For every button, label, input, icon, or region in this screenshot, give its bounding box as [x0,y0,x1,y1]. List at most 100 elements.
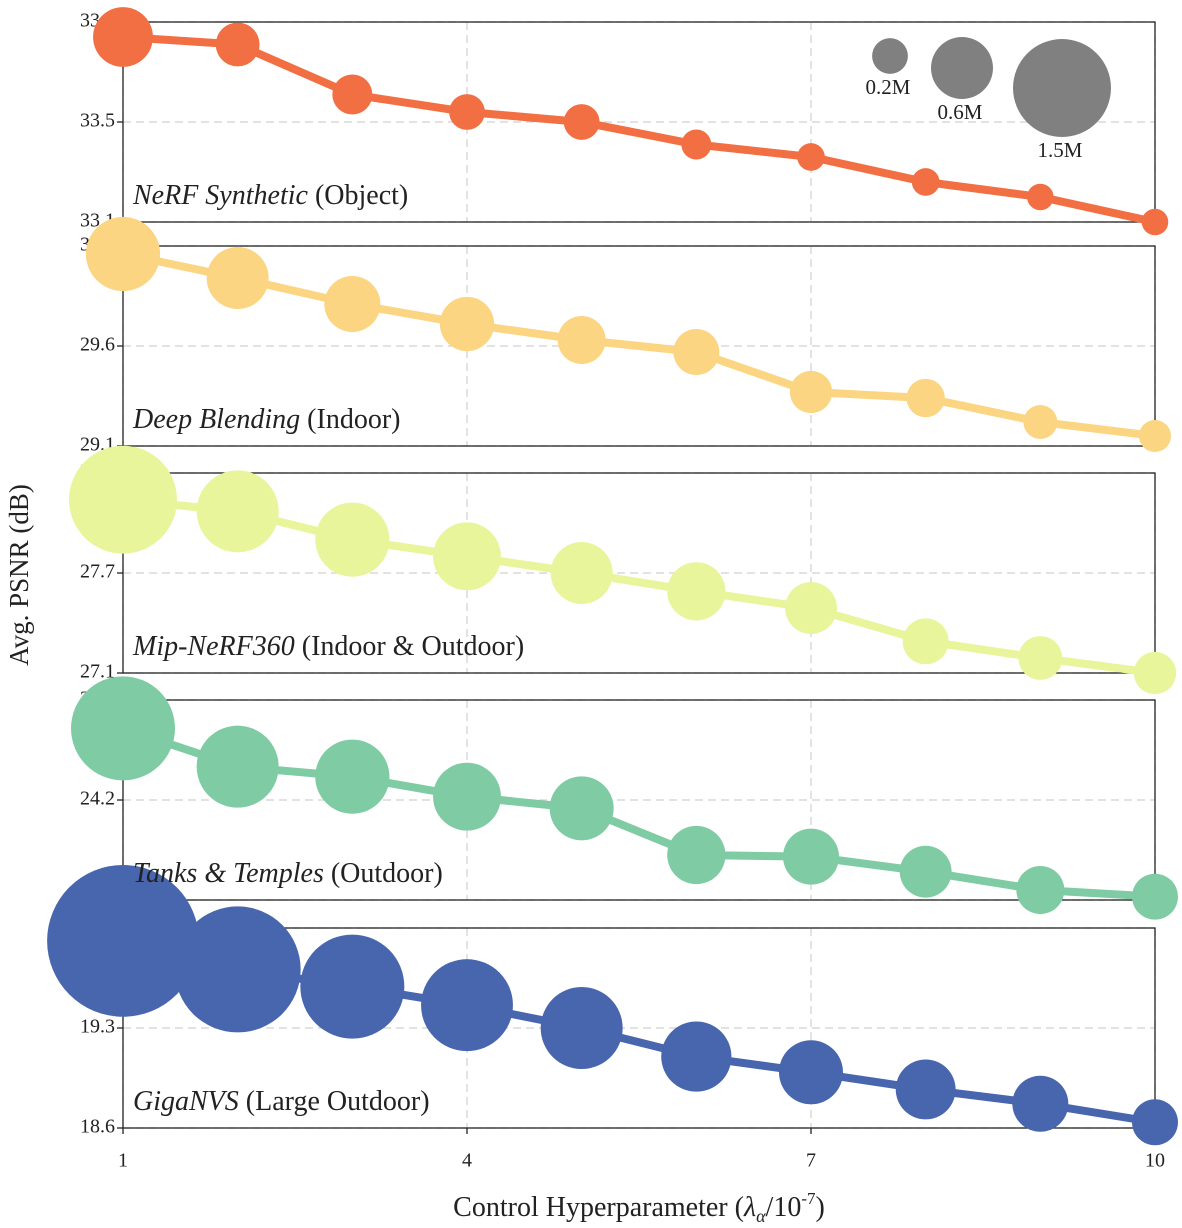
panel-title: GigaNVS (Large Outdoor) [133,1086,430,1117]
bubble [1023,405,1058,439]
bubble [550,542,613,604]
size-legend-label: 1.5M [1038,138,1083,162]
dataset-name: Deep Blending [132,404,300,435]
bubble [324,276,381,332]
size-legend-label: 0.2M [866,75,911,99]
bubble [196,470,279,553]
scene-type: (Large Outdoor) [246,1086,430,1117]
panel-title: NeRF Synthetic (Object) [132,180,408,211]
y-tick-label: 24.2 [80,788,115,810]
bubble [661,1021,732,1092]
bubble [1133,651,1177,695]
scene-type: (Indoor) [307,404,400,435]
bubble [433,522,501,591]
bubble [315,502,390,577]
bubble [69,445,177,554]
bubble [783,828,839,885]
dataset-name: GigaNVS [133,1086,239,1117]
bubble [911,168,940,196]
bubble [1018,636,1063,680]
bubble [206,247,269,309]
bubble [549,776,614,841]
x-label-part: -7 [801,1189,816,1208]
size-legend-label: 0.6M [938,100,983,124]
dataset-name: NeRF Synthetic [132,180,309,211]
bubble [681,129,712,160]
x-tick-label: 4 [462,1150,472,1172]
bubble [1016,866,1065,914]
bubble [449,94,485,130]
bubble [439,296,495,352]
x-label-part: ) [816,1192,825,1223]
x-tick-label: 7 [806,1150,816,1172]
bubble [1132,1099,1178,1146]
y-tick-label: 27.1 [80,661,115,683]
bubble [71,676,175,781]
bubble [1141,208,1169,236]
series-line [122,33,1156,226]
bubble [93,7,153,67]
bubble [433,762,501,831]
series-line [121,724,1156,901]
x-tick-label: 10 [1145,1150,1165,1172]
bubble [895,1059,956,1120]
panel: 18.619.320.014710 [47,864,1178,1172]
series-line [122,250,1156,440]
dataset-name: Mip-NeRF360 [132,631,295,662]
bubble [667,825,726,885]
panel-title: Mip-NeRF360 (Indoor & Outdoor) [132,631,524,662]
panel-title: Deep Blending (Indoor) [132,404,400,435]
y-tick-label: 29.6 [80,334,115,356]
y-axis-label: Avg. PSNR (dB) [4,484,34,666]
scene-type: (Object) [315,180,408,211]
bubble [315,739,390,814]
bubble [902,618,949,665]
bubble [906,378,945,418]
bubble [785,582,837,634]
bubble [899,845,952,898]
size-legend-bubble [872,38,908,74]
bubble [421,959,513,1052]
bubble [563,104,600,140]
panel: 33.133.533.9 [80,7,1169,236]
bubble [174,906,301,1033]
panel: 23.624.224.8 [71,676,1178,920]
bubble [1139,420,1171,452]
bubble [85,216,161,292]
bubble [540,987,623,1069]
bubble [332,74,373,115]
bubble [797,143,825,171]
bubble [667,562,726,621]
scene-type: (Indoor & Outdoor) [302,631,524,662]
bubble [1012,1075,1069,1132]
x-axis-label: Control Hyperparameter (λα/10-7) [453,1189,825,1226]
bubble [779,1040,843,1105]
x-label-part: α [756,1206,766,1226]
bubble [789,370,833,414]
series-line [122,495,1156,677]
size-legend-bubble [931,37,993,99]
x-label-part: Control Hyperparameter ( [453,1192,744,1223]
bubble [215,22,260,67]
y-tick-label: 19.3 [80,1016,115,1038]
bubble [1132,873,1178,920]
y-tick-label: 33.5 [80,110,115,132]
dataset-name: Tanks & Temples [133,858,324,889]
x-tick-label: 1 [118,1150,128,1172]
bubble [1027,183,1054,211]
bubble [557,316,606,364]
x-label-part: λ [743,1192,756,1223]
panel-title: Tanks & Temples (Outdoor) [133,858,443,889]
y-tick-label: 27.7 [80,561,115,583]
bubble [47,864,199,1017]
x-label-part: /10 [766,1192,802,1223]
y-tick-label: 18.6 [80,1116,115,1138]
size-legend-bubble [1013,39,1111,137]
scene-type: (Outdoor) [331,858,443,889]
bubble [196,725,279,808]
bubble [673,329,720,375]
panel: 27.127.728.3 [69,445,1177,695]
bubble [300,934,405,1039]
